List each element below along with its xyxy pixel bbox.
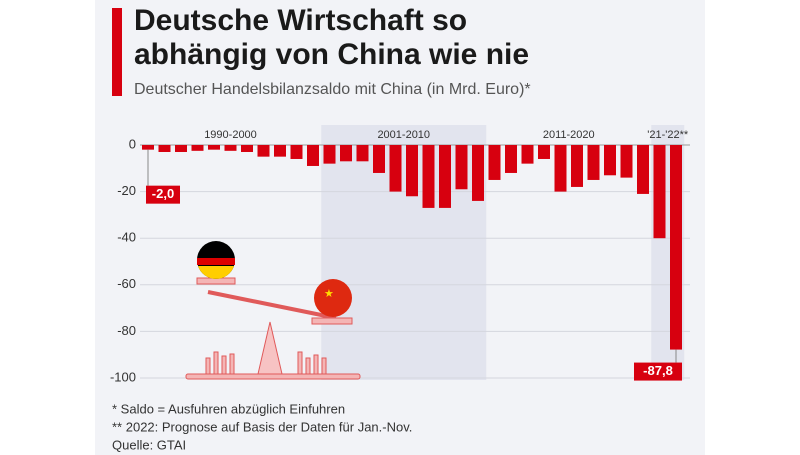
y-tick-label: -60 bbox=[117, 276, 136, 291]
bar bbox=[488, 145, 501, 180]
bar bbox=[224, 145, 237, 151]
bar bbox=[571, 145, 583, 187]
balance-illustration: ★ bbox=[185, 241, 361, 380]
bar bbox=[653, 145, 666, 239]
bar bbox=[257, 145, 270, 157]
source: Quelle: GTAI bbox=[112, 437, 186, 452]
y-tick-label: -100 bbox=[110, 369, 136, 384]
bar bbox=[439, 145, 451, 208]
bar bbox=[455, 145, 468, 190]
bar bbox=[241, 145, 253, 152]
y-tick-label: 0 bbox=[129, 136, 136, 151]
bar bbox=[340, 145, 352, 162]
period-label: 1990-2000 bbox=[204, 129, 257, 141]
period-label: 2011-2020 bbox=[543, 129, 595, 141]
bar bbox=[274, 145, 286, 157]
bar bbox=[142, 145, 154, 150]
footnote: ** 2022: Prognose auf Basis der Daten fü… bbox=[112, 419, 412, 434]
period-label: '21-'22** bbox=[647, 129, 689, 141]
footnote: * Saldo = Ausfuhren abzüglich Einfuhren bbox=[112, 401, 345, 416]
bar bbox=[637, 145, 649, 194]
bar bbox=[389, 145, 402, 192]
bar bbox=[356, 145, 369, 162]
bar bbox=[208, 145, 220, 150]
chart-title: Deutsche Wirtschaft so bbox=[134, 4, 467, 37]
bar bbox=[191, 145, 204, 151]
bar bbox=[373, 145, 385, 173]
title-accent bbox=[112, 8, 122, 96]
bar bbox=[670, 145, 682, 350]
bar bbox=[587, 145, 600, 180]
value-label-box bbox=[146, 185, 180, 204]
chart-subtitle: Deutscher Handelsbilanzsaldo mit China (… bbox=[134, 81, 531, 98]
bar bbox=[472, 145, 484, 201]
period-label: 2001-2010 bbox=[377, 129, 430, 141]
bar bbox=[307, 145, 319, 166]
value-label: -87,8 bbox=[643, 363, 673, 378]
value-label-box bbox=[634, 362, 682, 381]
bar bbox=[158, 145, 171, 152]
bar bbox=[422, 145, 435, 208]
svg-text:★: ★ bbox=[324, 288, 334, 300]
bar bbox=[505, 145, 517, 173]
bar bbox=[604, 145, 616, 176]
bar bbox=[620, 145, 633, 178]
bar bbox=[554, 145, 567, 192]
y-tick-label: -40 bbox=[117, 230, 136, 245]
bar bbox=[538, 145, 550, 159]
bar bbox=[175, 145, 187, 152]
bar bbox=[521, 145, 534, 164]
y-tick-label: -20 bbox=[117, 183, 136, 198]
bar bbox=[406, 145, 418, 197]
chart-title: abhängig von China wie nie bbox=[134, 38, 529, 71]
y-tick-label: -80 bbox=[117, 323, 136, 338]
value-label: -2,0 bbox=[152, 186, 174, 201]
bar bbox=[323, 145, 336, 164]
bar bbox=[290, 145, 303, 159]
